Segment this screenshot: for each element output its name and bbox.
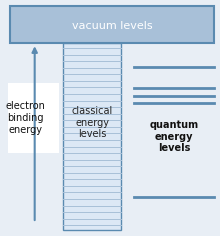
FancyBboxPatch shape [63, 43, 121, 230]
Text: electron
binding
energy: electron binding energy [5, 101, 45, 135]
Text: vacuum levels: vacuum levels [72, 21, 153, 31]
FancyBboxPatch shape [10, 6, 214, 43]
Text: classical
energy
levels: classical energy levels [72, 106, 113, 139]
FancyBboxPatch shape [8, 83, 59, 153]
Text: quantum
energy
levels: quantum energy levels [149, 120, 198, 153]
